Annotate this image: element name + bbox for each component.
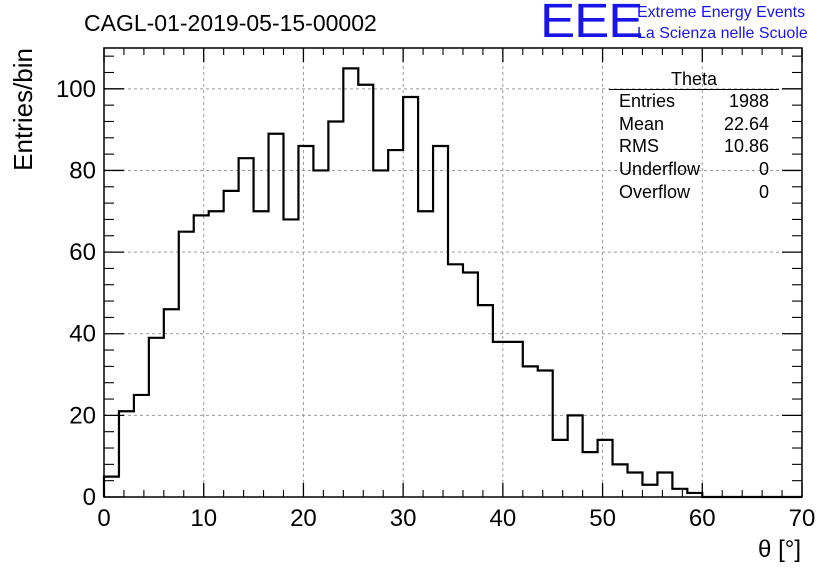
x-tick-label: 60	[689, 505, 716, 532]
y-axis-label: Entries/bin	[8, 48, 38, 171]
stats-divider	[609, 89, 779, 90]
y-tick-label: 80	[69, 157, 96, 184]
stats-value: 22.64	[723, 113, 769, 134]
y-tick-label: 20	[69, 402, 96, 429]
stats-label: Underflow	[619, 159, 701, 180]
stats-box: Theta Entries 1988 Mean 22.64 RMS 10.86 …	[609, 70, 779, 203]
stats-value: 10.86	[723, 136, 769, 157]
stats-value: 0	[758, 181, 769, 202]
stats-label: RMS	[619, 136, 659, 157]
stats-value: 1988	[728, 91, 769, 111]
stats-title: Theta	[670, 69, 718, 89]
tick-labels: 0 10 20 30 40 50 60 70 0 20 40 60 80 100	[56, 76, 815, 532]
stats-row-entries: Entries 1988	[609, 90, 779, 113]
x-axis-label: θ [°]	[758, 536, 801, 563]
stats-row-underflow: Underflow 0	[609, 158, 779, 181]
y-tick-label: 60	[69, 239, 96, 266]
logo-line-2: La Scienza nelle Scuole	[637, 25, 808, 42]
stats-label: Entries	[619, 91, 676, 111]
stats-value: 0	[758, 159, 769, 180]
stats-row-overflow: Overflow 0	[609, 181, 779, 204]
stats-row-mean: Mean 22.64	[609, 113, 779, 136]
stats-label: Mean	[619, 113, 665, 134]
x-tick-label: 40	[490, 505, 517, 532]
y-tick-label: 0	[83, 484, 96, 511]
chart-title: CAGL-01-2019-05-15-00002	[84, 10, 377, 36]
x-tick-label: 50	[589, 505, 616, 532]
x-tick-label: 70	[789, 505, 816, 532]
plot-frame	[103, 47, 803, 498]
x-tick-label: 30	[390, 505, 417, 532]
x-tick-label: 10	[190, 505, 217, 532]
stats-label: Overflow	[619, 181, 691, 202]
y-tick-label: 100	[56, 76, 96, 103]
x-tick-label: 20	[290, 505, 317, 532]
eee-logo: EEE	[540, 0, 643, 48]
y-tick-label: 40	[69, 321, 96, 348]
histogram-step-line	[102, 67, 802, 499]
stats-row-rms: RMS 10.86	[609, 135, 779, 158]
logo-line-1: Extreme Energy Events	[637, 4, 806, 21]
x-tick-label: 0	[97, 505, 110, 532]
